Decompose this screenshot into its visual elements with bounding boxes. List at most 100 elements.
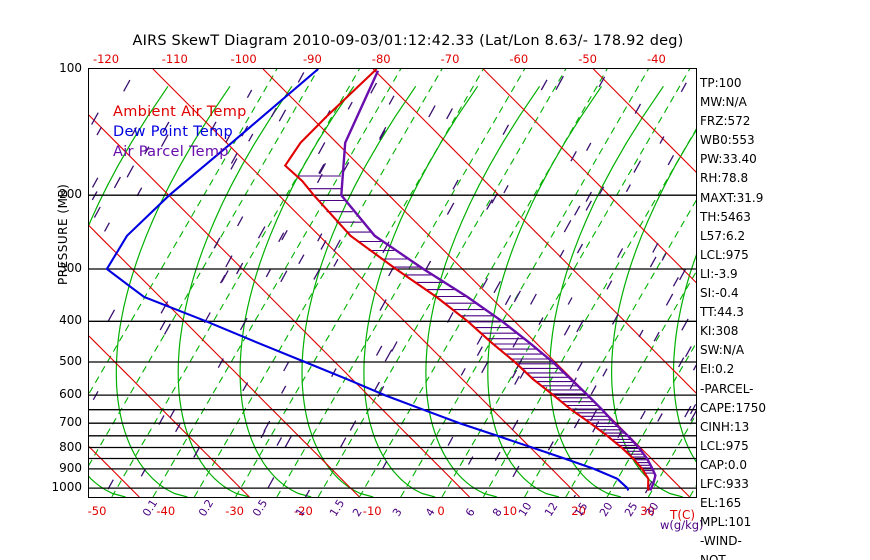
parameter-row: TH:5463 (700, 209, 751, 224)
bottom-axis-tick: -30 (225, 504, 244, 518)
mixing-ratio-line (193, 69, 443, 497)
bottom-axis-tick: 10 (502, 504, 518, 518)
mixing-ratio-line (111, 69, 360, 497)
mixing-ratio-tick: 3 (390, 506, 405, 519)
bottom-axis-tick: -20 (293, 504, 313, 518)
mixing-ratio-line (89, 69, 319, 467)
pressure-axis-tick: 600 (59, 387, 82, 402)
bottom-axis-tick: 0 (437, 504, 445, 518)
parameter-row: CINH:13 (700, 419, 750, 434)
bottom-axis-tick: -40 (156, 504, 176, 518)
parameter-row: -WIND- (700, 534, 742, 549)
pressure-axis-tick: 900 (59, 460, 82, 475)
mixing-ratio-line (400, 69, 649, 497)
parameter-row: FRZ:572 (700, 114, 751, 129)
mixing-ratio-tick: 1.5 (327, 497, 348, 519)
mixing-ratio-tick: 6 (463, 506, 478, 519)
mixing-ratio-line (647, 413, 696, 497)
parameter-row: KI:308 (700, 324, 739, 339)
bottom-axis-tick: -50 (87, 504, 107, 518)
skewt-plot-canvas (89, 69, 696, 497)
dry-adiabat (89, 445, 140, 497)
pressure-axis-tick: 700 (59, 415, 82, 430)
cape-hatch-region (296, 175, 655, 474)
mixing-ratio-line (89, 69, 278, 395)
ambient-air-temp-curve (283, 69, 650, 491)
mixing-ratio-tick: 20 (597, 500, 616, 519)
parameter-row: EL:165 (700, 496, 742, 511)
mixing-ratio-line (152, 69, 402, 497)
legend-ambient-air-temp: Ambient Air Temp (113, 104, 247, 120)
dry-adiabat (89, 114, 470, 497)
saturated-adiabat (239, 85, 355, 497)
pressure-axis-tick: 1000 (51, 480, 82, 495)
temp-axis-unit-label: T(C) (670, 508, 696, 522)
parameter-row: SI:-0.4 (700, 286, 739, 301)
dry-adiabat (482, 69, 696, 284)
mixing-ratio-line (276, 69, 526, 497)
parameter-row: SW:N/A (700, 343, 745, 358)
parameter-row: -PARCEL- (700, 381, 754, 396)
top-axis-tick: -70 (440, 52, 460, 66)
mixing-ratio-tick: 0.5 (250, 497, 271, 519)
mixing-ratio-tick: 12 (542, 500, 561, 519)
mixing-ratio-tick: 4 (423, 506, 438, 519)
pressure-axis-tick: 800 (59, 439, 82, 454)
saturated-adiabat (425, 85, 541, 497)
legend-air-parcel-temp: Air Parcel Temp (113, 144, 229, 160)
top-axis-tick: -80 (371, 52, 391, 66)
mixing-ratio-line (524, 199, 696, 497)
bottom-axis-tick: 20 (571, 504, 586, 518)
skewt-plot-area (88, 68, 697, 498)
parameter-row: PW:33.40 (700, 152, 757, 167)
saturated-adiabat (363, 85, 479, 497)
saturated-adiabat (610, 129, 696, 497)
top-axis-tick: -40 (646, 52, 666, 66)
top-axis-tick: -120 (92, 52, 120, 66)
parameter-row: NOT (700, 551, 766, 560)
mixing-ratio-line (441, 69, 691, 497)
parameter-row: LFC:933 (700, 476, 749, 491)
top-axis-tick: -60 (509, 52, 529, 66)
mixing-ratio-line (317, 69, 567, 497)
air-parcel-temp-curve (340, 70, 657, 491)
mixing-ratio-line (482, 128, 696, 497)
sounding-parameters-panel: TP:100 MW:N/A FRZ:572 WB0:553 PW:33.40 RH:78.… (700, 74, 766, 560)
parameter-row: MW:N/A (700, 95, 747, 110)
parameter-row: WB0:553 (700, 133, 755, 148)
pressure-axis-tick: 300 (59, 260, 82, 275)
parameter-row: EI:0.2 (700, 362, 735, 377)
pressure-axis-tick: 100 (59, 61, 82, 75)
series-legend: Ambient Air Temp Dew Point Temp Air Parc… (113, 102, 247, 162)
parameter-row: CAPE:1750 (700, 400, 766, 415)
parameter-row: TT:44.3 (700, 305, 744, 320)
parameter-row: CAP:0.0 (700, 457, 747, 472)
saturated-adiabat (672, 254, 696, 463)
saturated-adiabat (115, 85, 231, 497)
bottom-axis-tick: -10 (362, 504, 382, 518)
parameter-row: RH:78.8 (700, 171, 749, 186)
saturated-adiabat (177, 85, 293, 497)
top-axis-tick: -90 (302, 52, 322, 66)
top-axis-tick: -50 (578, 52, 597, 66)
pressure-axis-label: PRESSURE (MB) (56, 183, 70, 285)
bottom-axis-tick: 30 (640, 504, 655, 518)
legend-dew-point-temp: Dew Point Temp (113, 124, 234, 140)
mixing-ratio-line (235, 69, 484, 497)
mixing-ratio-line (358, 69, 608, 497)
mixing-ratio-axis-unit-label: w(g/kg) (660, 518, 704, 532)
parameter-row: MAXT:31.9 (700, 190, 764, 205)
mixing-ratio-line (606, 342, 696, 497)
parameter-row: LCL:975 (700, 438, 749, 453)
page-title: AIRS SkewT Diagram 2010-09-03/01:12:42.3… (132, 33, 684, 49)
saturated-adiabat (301, 85, 417, 497)
mixing-ratio-tick: 10 (516, 500, 535, 519)
dry-adiabat (89, 335, 250, 497)
pressure-axis-tick: 400 (59, 313, 82, 328)
parameter-row: LI:-3.9 (700, 266, 738, 281)
parameter-row: TP:100 (700, 76, 742, 90)
parameter-row: MPL:101 (700, 515, 752, 530)
saturated-adiabat (549, 85, 664, 497)
pressure-axis-tick: 200 (59, 187, 82, 202)
